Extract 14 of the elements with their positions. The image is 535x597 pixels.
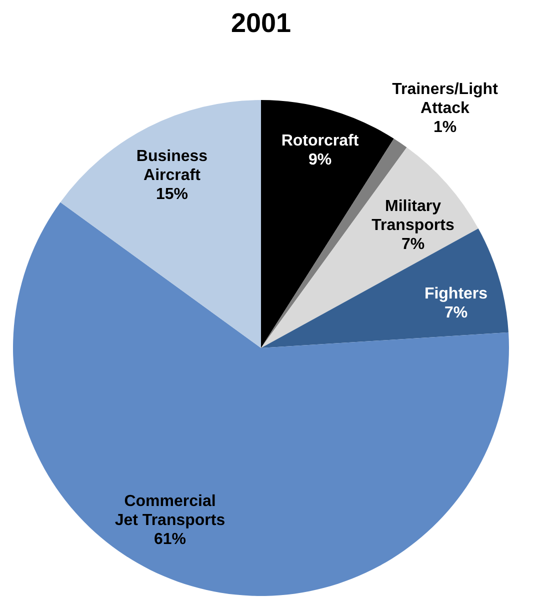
slice-label: Fighters <box>424 286 488 302</box>
slice-label: Business Aircraft <box>136 148 208 184</box>
data-label: 15% <box>156 186 188 203</box>
chart-title: 2001 <box>230 8 292 38</box>
data-label: 7% <box>401 236 425 253</box>
data-label: 1% <box>433 119 457 136</box>
data-label: 9% <box>308 152 332 168</box>
slice-label: Military Transports <box>372 198 454 234</box>
data-label: 7% <box>444 304 468 322</box>
data-label: 61% <box>154 531 186 548</box>
pie-slice <box>60 100 261 348</box>
slice-label: Trainers/Light Attack <box>392 81 499 117</box>
slice-label: Commercial Jet Transports <box>114 493 226 529</box>
slice-label: Rotorcraft <box>281 132 360 150</box>
